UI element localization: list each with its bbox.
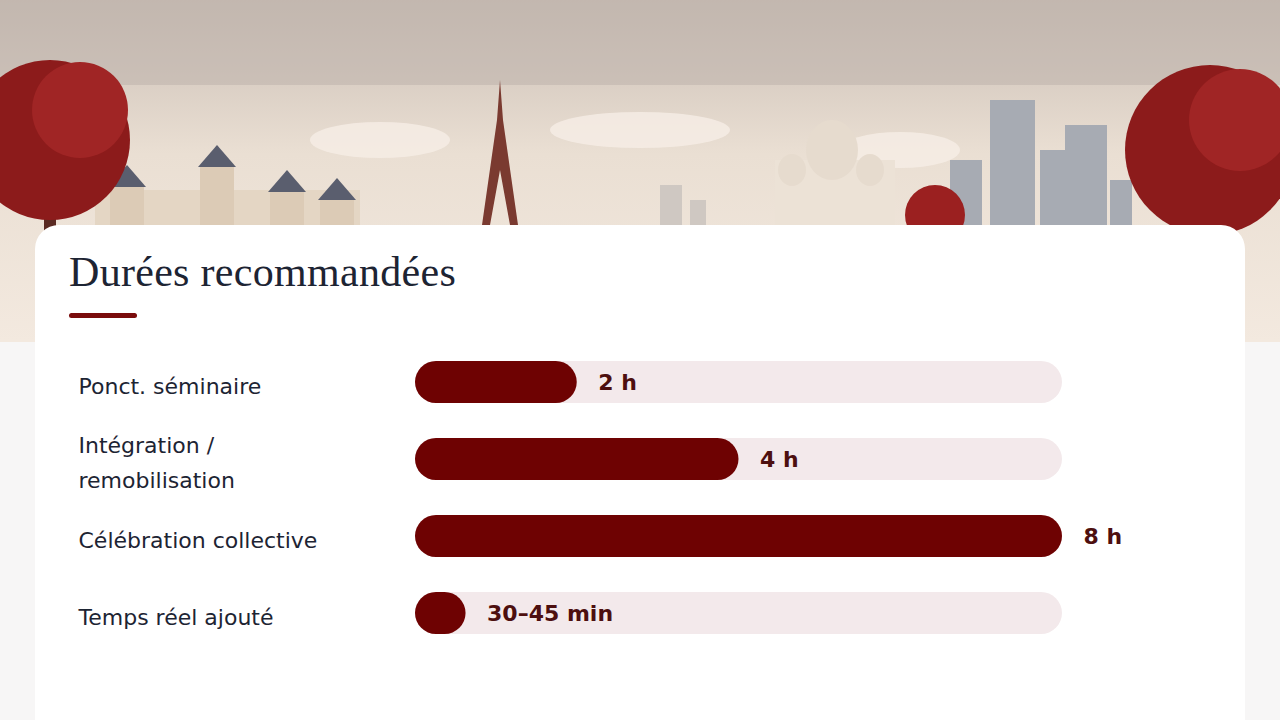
svg-text:Intégration /remobilisation: Intégration /remobilisation xyxy=(79,433,235,493)
svg-text:30–45 min: 30–45 min xyxy=(487,601,613,626)
svg-text:2 h: 2 h xyxy=(598,370,637,395)
svg-text:4 h: 4 h xyxy=(760,447,799,472)
svg-text:Célébration collective: Célébration collective xyxy=(79,528,318,553)
svg-text:8 h: 8 h xyxy=(1084,524,1123,549)
svg-text:Temps réel ajouté: Temps réel ajouté xyxy=(78,605,274,630)
svg-text:Ponct. séminaire: Ponct. séminaire xyxy=(79,374,262,399)
html-text:Durées recommandées: Durées recommandées xyxy=(69,249,456,295)
